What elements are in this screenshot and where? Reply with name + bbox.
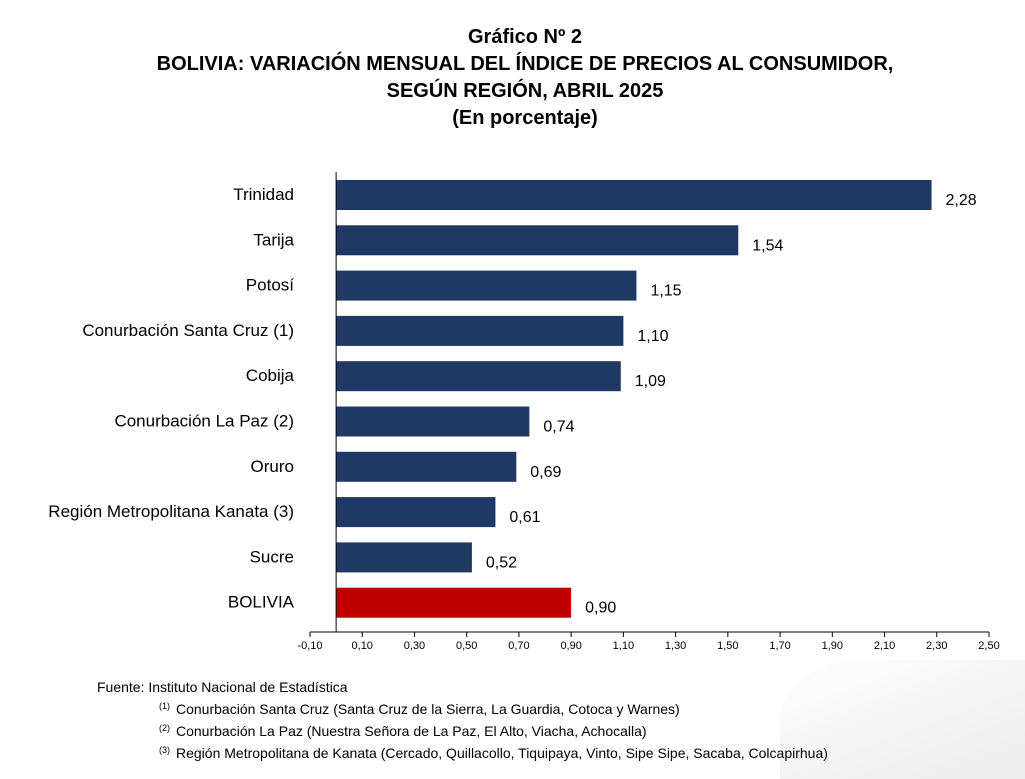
footnote-3: (3) Región Metropolitana de Kanata (Cerca…	[97, 741, 828, 763]
bar-10	[336, 587, 572, 618]
x-tick-label-10: 1,70	[769, 640, 790, 652]
x-tick-label-11: 1,90	[822, 640, 843, 652]
category-label-7: Oruro	[251, 457, 294, 476]
value-label-1: 2,28	[946, 192, 977, 209]
category-label-5: Cobija	[246, 366, 295, 385]
x-tick-label-9: 1,50	[717, 640, 738, 652]
chart-title: BOLIVIA: VARIACIÓN MENSUAL DEL ÍNDICE DE…	[156, 53, 894, 75]
bar-4	[336, 315, 624, 346]
chart-number: Gráfico Nº 2	[467, 26, 582, 48]
source-note: Fuente: Instituto Nacional de Estadístic…	[97, 679, 348, 695]
x-tick-label-3: 0,30	[404, 640, 425, 652]
category-label-2: Tarija	[253, 230, 294, 249]
value-label-6: 0,74	[543, 419, 574, 436]
x-tick-label-4: 0,50	[456, 640, 477, 652]
value-label-10: 0,90	[585, 600, 616, 617]
category-label-10: BOLIVIA	[228, 593, 295, 612]
bar-2	[336, 225, 739, 256]
category-label-9: Sucre	[250, 547, 294, 566]
x-tick-label-7: 1,10	[613, 640, 634, 652]
x-tick-label-13: 2,30	[926, 640, 947, 652]
footnote-mark-3: (3)	[159, 745, 170, 755]
x-tick-label-1: -0,10	[297, 640, 322, 652]
bar-9	[336, 542, 472, 573]
footnote-mark-2: (2)	[159, 723, 170, 733]
footnote-text-2: Conurbación La Paz (Nuestra Señora de La…	[176, 723, 647, 739]
value-label-7: 0,69	[530, 464, 561, 481]
page-corner-shade	[780, 660, 1025, 779]
value-label-8: 0,61	[509, 509, 540, 526]
bar-6	[336, 406, 530, 437]
chart-title-continued: SEGÚN REGIÓN, ABRIL 2025	[386, 80, 664, 102]
x-tick-label-6: 0,90	[560, 640, 581, 652]
category-label-8: Región Metropolitana Kanata (3)	[48, 502, 294, 521]
footnote-2: (2) Conurbación La Paz (Nuestra Señora de…	[97, 719, 828, 741]
value-label-5: 1,09	[635, 373, 666, 390]
bar-7	[336, 451, 517, 482]
bar-5	[336, 361, 621, 392]
footnote-text-1: Conurbación Santa Cruz (Santa Cruz de la…	[176, 701, 680, 717]
category-label-6: Conurbación La Paz (2)	[114, 412, 294, 431]
footnote-mark-1: (1)	[159, 701, 170, 711]
x-tick-label-14: 2,50	[978, 640, 999, 652]
bar-3	[336, 270, 637, 301]
value-label-9: 0,52	[486, 554, 517, 571]
bar-1	[336, 180, 932, 210]
footnote-1: (1) Conurbación Santa Cruz (Santa Cruz de…	[97, 697, 828, 719]
x-tick-label-2: 0,10	[352, 640, 373, 652]
value-label-4: 1,10	[637, 328, 668, 345]
chart-units: (En porcentaje)	[452, 107, 598, 129]
category-label-1: Trinidad	[233, 185, 294, 204]
category-label-3: Potosí	[246, 276, 294, 295]
bar-8	[336, 497, 496, 528]
chart-title-block: Gráfico Nº 2 BOLIVIA: VARIACIÓN MENSUAL …	[0, 24, 1025, 132]
chart-notes: Fuente: Instituto Nacional de Estadístic…	[97, 678, 828, 763]
value-label-2: 1,54	[752, 237, 783, 254]
x-tick-label-12: 2,10	[874, 640, 895, 652]
x-tick-label-8: 1,30	[665, 640, 686, 652]
category-label-4: Conurbación Santa Cruz (1)	[82, 321, 294, 340]
footnote-text-3: Región Metropolitana de Kanata (Cercado,…	[176, 745, 828, 761]
x-tick-label-5: 0,70	[508, 640, 529, 652]
value-label-3: 1,15	[650, 283, 681, 300]
